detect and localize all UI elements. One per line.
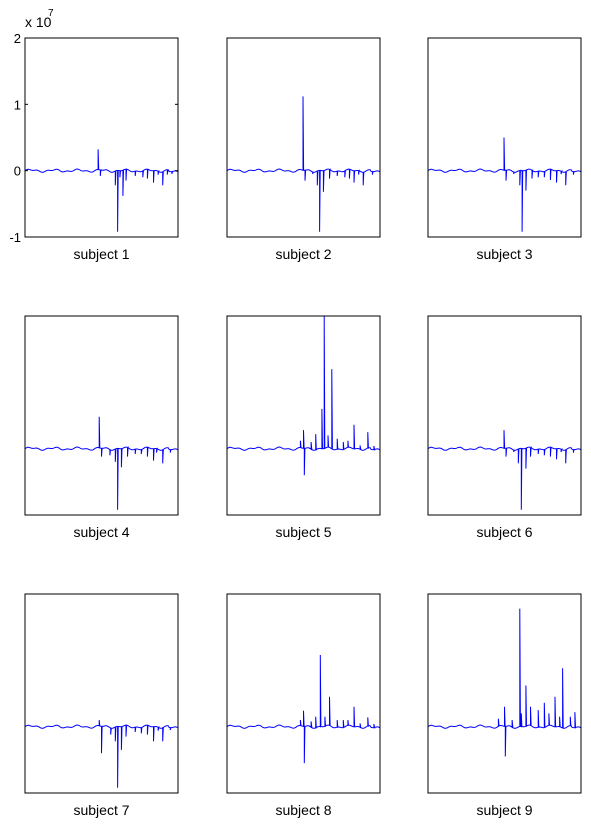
axes-box	[226, 37, 381, 238]
series-line	[25, 719, 178, 788]
axes-box	[24, 37, 179, 238]
subject-panel: subject 7	[24, 593, 179, 818]
series-line	[428, 137, 581, 232]
axes-box	[427, 315, 582, 516]
subject-panel: subject 5	[226, 315, 381, 540]
y-tick-label: 0	[14, 164, 21, 179]
subject-panel: subject 8	[226, 593, 381, 818]
subject-panel: subject 2	[226, 37, 381, 262]
subject-panel: subject 3	[427, 37, 582, 262]
subject-label: subject 9	[476, 802, 532, 818]
axes-box	[24, 315, 179, 516]
series-line	[428, 430, 581, 510]
axes-box	[427, 37, 582, 238]
y-tick-label: 1	[14, 97, 21, 112]
subject-panel: subject 4	[24, 315, 179, 540]
subject-label: subject 1	[73, 246, 129, 262]
y-multiplier: x 10 7	[25, 8, 54, 30]
series-line	[428, 608, 581, 757]
subject-panel: subject 9	[427, 593, 582, 818]
y-multiplier-label: x 10	[25, 14, 52, 30]
axes-box	[427, 593, 582, 794]
subject-panel: subject 6	[427, 315, 582, 540]
series-line	[25, 416, 178, 510]
y-tick-label: -1	[9, 230, 21, 245]
series-line	[227, 316, 380, 476]
axes-box	[226, 593, 381, 794]
series-line	[25, 149, 178, 232]
y-multiplier-exponent: 7	[48, 8, 54, 19]
subject-label: subject 2	[275, 246, 331, 262]
subject-label: subject 3	[476, 246, 532, 262]
series-line	[227, 96, 380, 232]
series-line	[227, 654, 380, 764]
subject-label: subject 8	[275, 802, 331, 818]
subject-label: subject 6	[476, 524, 532, 540]
subject-panel: 2 1 0 -1 subject 1	[9, 31, 179, 262]
subject-label: subject 5	[275, 524, 331, 540]
panels: 2 1 0 -1 subject 1 subject 2 subject 3 subject …	[9, 31, 582, 818]
subject-label: subject 7	[73, 802, 129, 818]
axes-box	[24, 593, 179, 794]
y-tick-label: 2	[14, 31, 21, 46]
subject-label: subject 4	[73, 524, 129, 540]
axes-box	[226, 315, 381, 516]
